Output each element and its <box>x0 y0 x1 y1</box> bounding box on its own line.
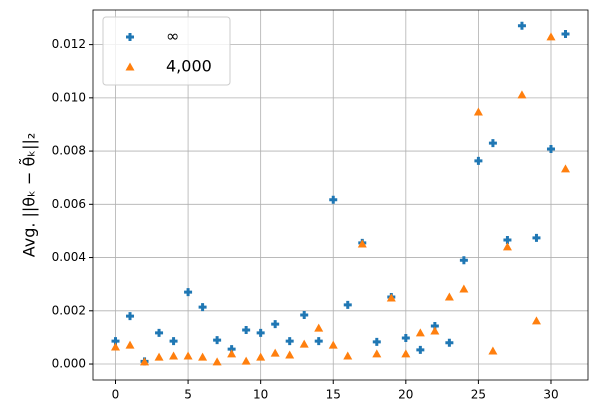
y-tick-label: 0.008 <box>52 144 86 158</box>
plus-marker <box>169 337 178 346</box>
x-tick-label: 5 <box>184 388 192 402</box>
triangle-marker <box>415 328 425 337</box>
plus-marker <box>401 333 410 342</box>
y-tick-label: 0.012 <box>52 37 86 51</box>
plus-marker <box>474 156 483 165</box>
triangle-marker <box>125 340 135 349</box>
plus-marker <box>329 195 338 204</box>
plus-marker <box>546 144 555 153</box>
y-tick-label: 0.004 <box>52 250 86 264</box>
triangle-marker <box>198 352 208 361</box>
triangle-marker <box>517 90 527 99</box>
plus-marker <box>126 33 134 41</box>
legend-label: 4,000 <box>166 57 212 76</box>
x-tick-label: 25 <box>471 388 486 402</box>
triangle-marker <box>386 293 396 302</box>
triangle-marker <box>430 326 440 335</box>
x-tick-label: 0 <box>112 388 120 402</box>
plus-marker <box>416 345 425 354</box>
triangle-marker <box>285 350 295 359</box>
triangle-marker <box>343 351 353 360</box>
triangle-marker <box>314 323 324 332</box>
triangle-marker <box>140 357 150 366</box>
plus-marker <box>184 288 193 297</box>
triangle-marker <box>169 351 179 360</box>
triangle-marker <box>183 351 193 360</box>
plus-marker <box>372 337 381 346</box>
plus-marker <box>213 336 222 345</box>
x-tick-label: 30 <box>543 388 558 402</box>
triangle-marker <box>357 239 367 248</box>
x-tick-label: 10 <box>253 388 268 402</box>
plus-marker <box>561 29 570 38</box>
plus-marker <box>256 328 265 337</box>
y-tick-label: 0.002 <box>52 303 86 317</box>
plus-marker <box>445 338 454 347</box>
x-tick-label: 15 <box>326 388 341 402</box>
x-tick-label: 20 <box>398 388 413 402</box>
triangle-marker <box>473 107 483 116</box>
triangle-marker <box>444 292 454 301</box>
plot-frame <box>92 9 589 381</box>
legend-box <box>102 16 231 86</box>
y-tick-label: 0.000 <box>52 357 86 371</box>
triangle-marker <box>111 342 120 351</box>
y-tick-label: 0.010 <box>52 90 86 104</box>
legend-label: ∞ <box>166 27 179 46</box>
y-axis-label: Avg. ||θₖ − θ̃ₖ||₂ <box>20 133 39 258</box>
triangle-marker <box>270 348 280 357</box>
triangle-marker <box>546 32 556 41</box>
plus-marker <box>155 328 164 337</box>
triangle-marker <box>561 164 570 173</box>
plus-marker <box>314 337 323 346</box>
triangle-marker <box>372 349 382 358</box>
plus-marker <box>532 233 541 242</box>
plus-marker <box>488 139 497 148</box>
triangle-marker <box>256 352 266 361</box>
y-tick-label: 0.006 <box>52 197 86 211</box>
plus-marker <box>285 337 294 346</box>
plus-marker <box>517 21 526 30</box>
triangle-marker <box>212 357 222 366</box>
triangle-marker <box>241 356 251 365</box>
triangle-marker <box>299 339 309 348</box>
triangle-marker <box>328 340 338 349</box>
triangle-marker <box>531 316 541 325</box>
triangle-marker <box>154 352 164 361</box>
plus-marker <box>343 300 352 309</box>
triangle-marker <box>488 346 498 355</box>
plus-marker <box>300 311 309 320</box>
triangle-marker <box>401 349 411 358</box>
triangle-marker <box>502 242 512 251</box>
triangle-marker <box>227 349 237 358</box>
plus-marker <box>242 325 251 334</box>
plus-marker <box>126 312 135 321</box>
plus-marker <box>271 320 280 329</box>
plus-marker <box>459 256 468 265</box>
triangle-marker <box>125 62 135 71</box>
plus-marker <box>198 303 207 312</box>
triangle-marker <box>459 284 469 293</box>
